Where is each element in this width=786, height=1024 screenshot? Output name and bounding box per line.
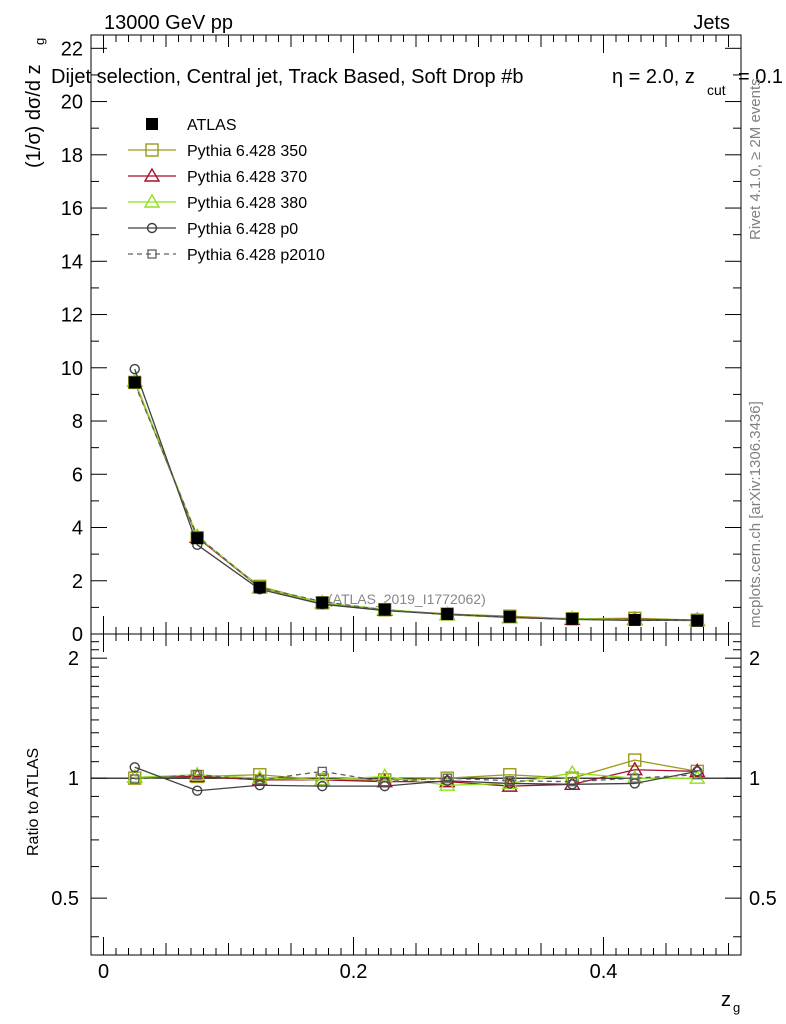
ratio-axis-ticks <box>91 634 741 955</box>
x-tick-labels: 0 0.2 0.4 <box>98 961 617 983</box>
main-y-axis-label-subscript: g <box>32 38 47 45</box>
ratio-line-pythia-6-428-350 <box>134 759 698 781</box>
x-axis-label: z <box>721 989 731 1011</box>
x-tick-label: 0.2 <box>340 961 368 983</box>
data-point-atlas <box>566 612 579 625</box>
legend-marker-pythia-6-428-p0 <box>146 222 158 234</box>
legend: ATLAS Pythia 6.428 350 Pythia 6.428 370 Pyt… <box>128 117 325 264</box>
data-point-atlas <box>316 596 329 609</box>
data-point-atlas <box>191 532 204 545</box>
data-point-atlas <box>128 376 141 389</box>
header-left: 13000 GeV pp <box>104 12 233 34</box>
data-point-atlas <box>378 603 391 616</box>
main-y-tick-labels: 0 2 4 6 8 10 12 14 16 18 20 22 <box>61 38 83 646</box>
ratio-series-group <box>126 753 706 796</box>
ratio-point-pythia-6-428-p0 <box>254 780 265 791</box>
ratio-point-pythia-6-428-p2010 <box>692 770 702 780</box>
main-y-tick-label: 8 <box>72 411 83 433</box>
main-y-tick-label: 22 <box>61 38 83 60</box>
ratio-line-pythia-6-428-p2010 <box>134 770 698 783</box>
mcplots-watermark: mcplots.cern.ch [arXiv:1306.3436] <box>747 401 764 628</box>
ratio-point-pythia-6-428-p2010 <box>380 777 390 787</box>
data-point-atlas <box>691 614 704 627</box>
ratio-y-tick-label-right: 1 <box>749 768 760 790</box>
data-point-pythia-6-428-p0 <box>129 363 140 375</box>
ratio-point-pythia-6-428-p0 <box>317 780 328 792</box>
ratio-point-pythia-6-428-p2010 <box>442 773 452 783</box>
ratio-point-pythia-6-428-p0 <box>629 778 640 789</box>
series-line-pythia-6-428-p2010 <box>134 383 698 622</box>
plot-title: Dijet selection, Central jet, Track Base… <box>51 66 523 88</box>
data-point-atlas <box>253 581 266 594</box>
series-line-pythia-6-428-380 <box>134 380 698 622</box>
main-axis-ticks <box>91 35 741 635</box>
main-y-tick-label: 16 <box>61 198 83 220</box>
ratio-y-tick-label: 0.5 <box>51 888 79 910</box>
ratio-point-pythia-6-428-p0 <box>129 762 140 773</box>
ratio-point-pythia-6-428-p0 <box>192 785 203 796</box>
legend-label-pythia-6-428-p2010: Pythia 6.428 p2010 <box>187 247 325 264</box>
analysis-watermark: (ATLAS_2019_I1772062) <box>328 591 486 607</box>
ratio-point-pythia-6-428-370 <box>626 761 643 776</box>
main-y-tick-label: 2 <box>72 571 83 593</box>
main-y-tick-label: 0 <box>72 624 83 646</box>
header-right: Jets <box>693 12 730 34</box>
data-point-atlas <box>503 610 516 623</box>
legend-label-pythia-6-428-350: Pythia 6.428 350 <box>187 143 307 160</box>
ratio-point-pythia-6-428-p2010 <box>630 773 640 783</box>
main-y-axis-label: (1/σ) dσ/d z <box>23 64 45 168</box>
x-tick-label: 0.4 <box>590 961 618 983</box>
rivet-watermark: Rivet 4.1.0, ≥ 2M events <box>747 78 764 240</box>
legend-label-pythia-6-428-370: Pythia 6.428 370 <box>187 169 307 186</box>
legend-label-atlas: ATLAS <box>187 117 237 134</box>
main-y-tick-label: 10 <box>61 358 83 380</box>
ratio-point-pythia-6-428-380 <box>314 771 331 786</box>
ratio-point-pythia-6-428-p2010 <box>567 777 577 787</box>
ratio-point-pythia-6-428-p2010 <box>130 774 140 784</box>
title-eta: η = 2.0, z <box>612 66 695 88</box>
main-series-group <box>126 363 706 627</box>
main-y-tick-label: 12 <box>61 305 83 327</box>
ratio-point-pythia-6-428-p2010 <box>192 770 202 780</box>
ratio-point-pythia-6-428-p2010 <box>317 766 327 777</box>
title-zcut-value: = 0.1 <box>738 66 783 88</box>
ratio-y-tick-label-right: 0.5 <box>749 888 777 910</box>
series-line-pythia-6-428-p0 <box>134 368 698 622</box>
series-line-pythia-6-428-370 <box>134 380 698 621</box>
ratio-line-pythia-6-428-370 <box>134 769 698 787</box>
ratio-y-axis-label: Ratio to ATLAS <box>25 748 42 856</box>
main-y-tick-label: 6 <box>72 464 83 486</box>
ratio-point-pythia-6-428-350 <box>503 768 517 782</box>
legend-marker-atlas <box>146 118 158 130</box>
legend-label-pythia-6-428-p0: Pythia 6.428 p0 <box>187 221 298 238</box>
ratio-y-tick-labels: 0.5 0.5 1 1 2 2 <box>51 648 777 910</box>
series-line-pythia-6-428-350 <box>134 382 698 621</box>
main-y-tick-label: 20 <box>61 92 83 114</box>
data-point-atlas <box>441 608 454 621</box>
main-y-tick-label: 4 <box>72 518 83 540</box>
ratio-y-tick-label: 2 <box>68 648 79 670</box>
ratio-y-tick-label: 1 <box>68 768 79 790</box>
legend-marker-pythia-6-428-380 <box>143 193 161 208</box>
ratio-line-pythia-6-428-p0 <box>134 766 698 792</box>
main-y-tick-label: 18 <box>61 145 83 167</box>
data-point-atlas <box>628 613 641 626</box>
title-cut-subscript: cut <box>707 82 726 98</box>
ratio-point-pythia-6-428-p2010 <box>505 776 515 786</box>
x-axis-label-subscript: g <box>733 1000 740 1015</box>
main-y-tick-label: 14 <box>61 251 83 273</box>
x-tick-label: 0 <box>98 961 109 983</box>
legend-marker-pythia-6-428-370 <box>143 167 161 182</box>
ratio-line-pythia-6-428-380 <box>134 772 698 786</box>
legend-label-pythia-6-428-380: Pythia 6.428 380 <box>187 195 307 212</box>
legend-marker-pythia-6-428-p2010 <box>147 249 157 259</box>
ratio-point-pythia-6-428-p2010 <box>255 775 265 785</box>
ratio-y-tick-label-right: 2 <box>749 648 760 670</box>
legend-marker-pythia-6-428-350 <box>145 143 159 157</box>
ratio-panel-frame <box>90 633 742 956</box>
ratio-point-pythia-6-428-350 <box>628 753 642 767</box>
